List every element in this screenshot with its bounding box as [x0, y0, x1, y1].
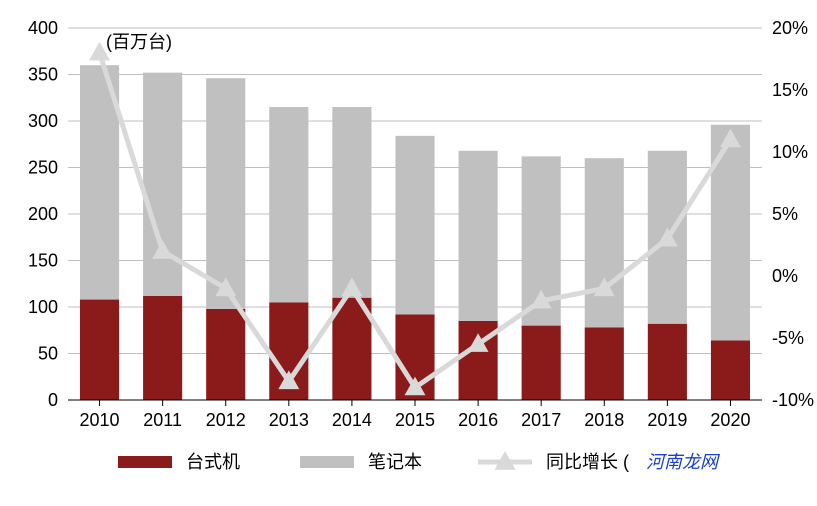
bar-laptop — [206, 78, 245, 309]
y-right-axis-labels: -10% -5% 0% 5% 10% 15% 20% — [772, 18, 814, 410]
legend-item-laptop: 笔记本 — [300, 452, 422, 472]
x-axis-label: 2014 — [332, 410, 372, 430]
y-left-label: 350 — [28, 65, 58, 85]
watermark: 河南龙网 — [646, 452, 720, 472]
chart-svg: 2010 2011 2012 2013 2014 2015 2016 2017 2018 2019… — [0, 0, 817, 506]
x-axis-label: 2010 — [80, 410, 120, 430]
y-right-label: 5% — [772, 204, 798, 224]
x-axis-label: 2015 — [395, 410, 435, 430]
x-axis-label: 2012 — [206, 410, 246, 430]
bar-laptop — [332, 107, 371, 298]
y-right-label: -5% — [772, 328, 804, 348]
unit-label: (百万台) — [106, 32, 172, 52]
legend-label-desktop: 台式机 — [186, 452, 240, 472]
x-axis-label: 2013 — [269, 410, 309, 430]
legend-label-growth: 同比增长 ( — [546, 452, 629, 472]
y-left-label: 200 — [28, 204, 58, 224]
bar-desktop — [711, 340, 750, 400]
y-left-label: 100 — [28, 297, 58, 317]
bar-desktop — [80, 300, 119, 400]
y-right-label: -10% — [772, 390, 814, 410]
y-left-label: 400 — [28, 18, 58, 38]
x-axis-label: 2020 — [710, 410, 750, 430]
bar-laptop — [395, 136, 434, 315]
x-axis-ticks — [100, 400, 731, 406]
y-left-label: 0 — [48, 390, 58, 410]
y-left-label: 250 — [28, 158, 58, 178]
bar-desktop — [585, 327, 624, 400]
x-axis-labels: 2010 2011 2012 2013 2014 2015 2016 2017 2018 2019… — [80, 410, 751, 430]
bar-desktop — [522, 326, 561, 400]
y-right-label: 15% — [772, 80, 808, 100]
bar-desktop — [648, 324, 687, 400]
x-axis-label: 2019 — [647, 410, 687, 430]
x-axis-label: 2018 — [584, 410, 624, 430]
chart-container: 2010 2011 2012 2013 2014 2015 2016 2017 2018 2019… — [0, 0, 817, 506]
y-right-label: 0% — [772, 266, 798, 286]
legend-label-laptop: 笔记本 — [368, 452, 422, 472]
legend-item-desktop: 台式机 — [118, 452, 240, 472]
y-right-label: 10% — [772, 142, 808, 162]
y-left-axis-labels: 0 50 100 150 200 250 300 350 400 — [28, 18, 58, 410]
y-left-label: 50 — [38, 344, 58, 364]
y-left-label: 300 — [28, 111, 58, 131]
x-axis-label: 2011 — [143, 410, 182, 430]
bar-laptop — [269, 107, 308, 302]
legend-item-growth: 同比增长 ( — [478, 451, 629, 472]
bar-laptop — [459, 151, 498, 321]
x-axis-label: 2016 — [458, 410, 498, 430]
bar-laptop — [143, 73, 182, 296]
bar-laptop — [585, 158, 624, 327]
legend-swatch-laptop — [300, 456, 354, 468]
bar-desktop — [206, 309, 245, 400]
legend: 台式机 笔记本 同比增长 ( 河南龙网 — [118, 451, 720, 472]
y-left-label: 150 — [28, 251, 58, 271]
legend-swatch-desktop — [118, 456, 172, 468]
bar-desktop — [143, 296, 182, 400]
x-axis-label: 2017 — [521, 410, 561, 430]
y-right-label: 20% — [772, 18, 808, 38]
